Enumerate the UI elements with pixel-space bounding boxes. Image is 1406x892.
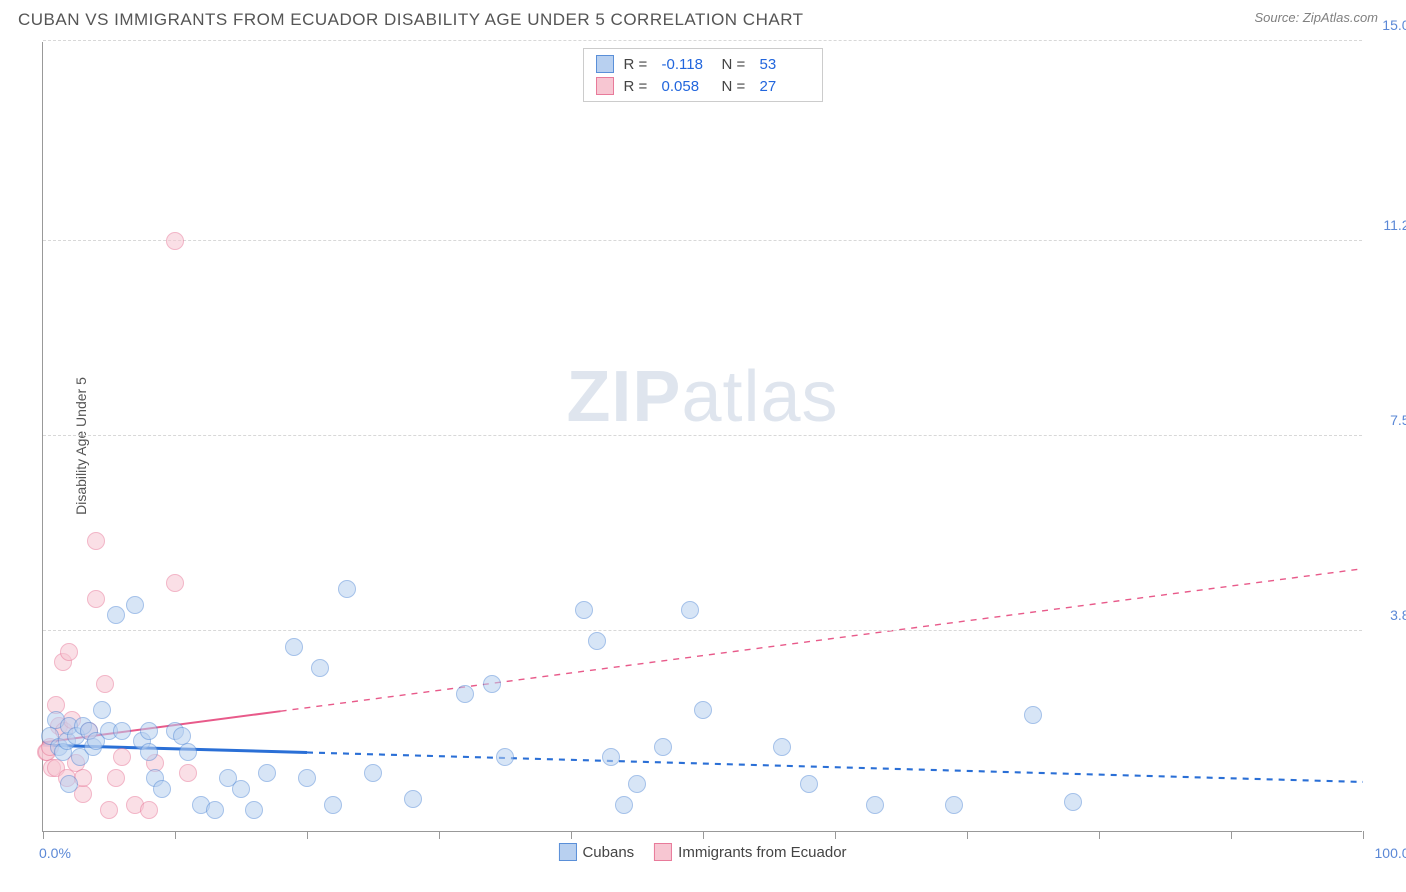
data-point xyxy=(258,764,276,782)
data-point xyxy=(338,580,356,598)
legend-item-cubans: Cubans xyxy=(558,843,634,861)
x-tick xyxy=(1099,831,1100,839)
data-point xyxy=(483,675,501,693)
data-point xyxy=(166,574,184,592)
data-point xyxy=(364,764,382,782)
swatch-icon xyxy=(558,843,576,861)
data-point xyxy=(166,232,184,250)
x-tick xyxy=(175,831,176,839)
data-point xyxy=(140,801,158,819)
data-point xyxy=(179,764,197,782)
legend-row-cubans: R = -0.118 N = 53 xyxy=(592,53,814,75)
data-point xyxy=(107,769,125,787)
data-point xyxy=(311,659,329,677)
data-point xyxy=(496,748,514,766)
data-point xyxy=(456,685,474,703)
data-point xyxy=(100,801,118,819)
swatch-icon xyxy=(596,55,614,73)
legend-row-ecuador: R = 0.058 N = 27 xyxy=(592,75,814,97)
y-tick-label: 7.5% xyxy=(1366,412,1406,428)
data-point xyxy=(588,632,606,650)
legend-item-ecuador: Immigrants from Ecuador xyxy=(654,843,846,861)
x-tick xyxy=(43,831,44,839)
data-point xyxy=(60,643,78,661)
plot-area: 3.8%7.5%11.2%15.0% xyxy=(43,42,1362,831)
chart-title: CUBAN VS IMMIGRANTS FROM ECUADOR DISABIL… xyxy=(18,10,804,30)
data-point xyxy=(179,743,197,761)
correlation-legend: R = -0.118 N = 53 R = 0.058 N = 27 xyxy=(583,48,823,102)
gridline xyxy=(43,435,1362,436)
data-point xyxy=(945,796,963,814)
x-tick xyxy=(571,831,572,839)
data-point xyxy=(654,738,672,756)
swatch-icon xyxy=(654,843,672,861)
n-value: 53 xyxy=(760,56,810,73)
scatter-chart: ZIPatlas 3.8%7.5%11.2%15.0% R = -0.118 N… xyxy=(42,42,1362,832)
data-point xyxy=(126,596,144,614)
data-point xyxy=(96,675,114,693)
x-tick xyxy=(439,831,440,839)
gridline xyxy=(43,240,1362,241)
data-point xyxy=(575,601,593,619)
data-point xyxy=(694,701,712,719)
x-tick xyxy=(967,831,968,839)
legend-label: Immigrants from Ecuador xyxy=(678,844,846,861)
data-point xyxy=(773,738,791,756)
data-point xyxy=(602,748,620,766)
legend-label: Cubans xyxy=(582,844,634,861)
r-value: -0.118 xyxy=(662,56,712,73)
data-point xyxy=(113,748,131,766)
data-point xyxy=(60,775,78,793)
data-point xyxy=(681,601,699,619)
y-tick-label: 11.2% xyxy=(1366,217,1406,233)
data-point xyxy=(206,801,224,819)
x-tick xyxy=(307,831,308,839)
x-tick xyxy=(1363,831,1364,839)
x-tick xyxy=(835,831,836,839)
n-label: N = xyxy=(722,56,750,73)
data-point xyxy=(93,701,111,719)
gridline xyxy=(43,40,1362,41)
x-axis-min-label: 0.0% xyxy=(39,845,71,861)
data-point xyxy=(87,532,105,550)
data-point xyxy=(285,638,303,656)
data-point xyxy=(866,796,884,814)
y-tick-label: 3.8% xyxy=(1366,607,1406,623)
data-point xyxy=(1024,706,1042,724)
r-label: R = xyxy=(624,56,652,73)
data-point xyxy=(404,790,422,808)
data-point xyxy=(615,796,633,814)
data-point xyxy=(140,722,158,740)
series-legend: Cubans Immigrants from Ecuador xyxy=(558,843,846,861)
gridline xyxy=(43,630,1362,631)
source-attribution: Source: ZipAtlas.com xyxy=(1254,10,1378,25)
data-point xyxy=(87,590,105,608)
data-point xyxy=(298,769,316,787)
data-point xyxy=(107,606,125,624)
n-label: N = xyxy=(722,78,750,95)
x-tick xyxy=(703,831,704,839)
n-value: 27 xyxy=(760,78,810,95)
data-point xyxy=(324,796,342,814)
data-point xyxy=(1064,793,1082,811)
data-point xyxy=(153,780,171,798)
y-tick-label: 15.0% xyxy=(1366,17,1406,33)
data-point xyxy=(140,743,158,761)
data-point xyxy=(245,801,263,819)
data-point xyxy=(113,722,131,740)
swatch-icon xyxy=(596,77,614,95)
data-point xyxy=(800,775,818,793)
data-point xyxy=(628,775,646,793)
x-axis-max-label: 100.0% xyxy=(1375,845,1406,861)
data-point xyxy=(232,780,250,798)
x-tick xyxy=(1231,831,1232,839)
r-value: 0.058 xyxy=(662,78,712,95)
r-label: R = xyxy=(624,78,652,95)
